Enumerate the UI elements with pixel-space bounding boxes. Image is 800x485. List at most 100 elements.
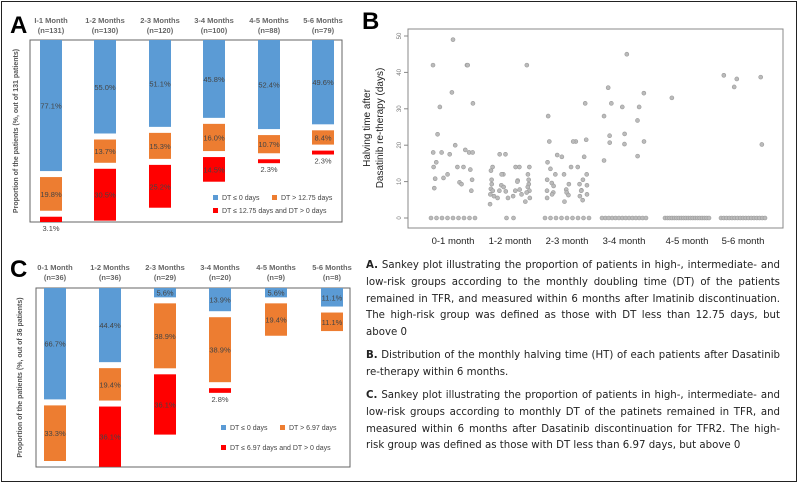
bar-data-label: 55.0% [94,83,116,92]
data-point [428,215,434,221]
bar-segment-low [258,40,280,130]
data-point [635,118,640,123]
column-header: I-1 Month [34,16,68,25]
bar-segment-high [203,157,225,182]
x-tick-label: 4-5 month [666,236,709,247]
bar-segment-low [94,40,116,134]
data-point [601,113,607,119]
bar-segment-high [149,164,171,208]
bar-data-label: 13.9% [209,296,231,305]
data-point [762,215,768,221]
data-point [491,193,497,199]
caption-a-label: A. [366,260,378,271]
data-point [515,179,520,184]
x-tick-label: 5-6 month [722,236,765,247]
bar-segment-intermediate [258,135,280,154]
data-point [731,84,737,90]
bar-segment-high [209,388,231,393]
data-point [519,192,524,197]
bar-segment-intermediate [154,303,176,369]
data-point [497,188,502,193]
data-point [462,147,468,153]
bar-segment-low [209,288,231,312]
data-point [512,188,518,193]
data-point [525,184,531,190]
bar-segment-low [149,40,171,127]
data-point [435,131,440,137]
data-point [439,215,445,221]
bar-segment-intermediate [265,303,287,336]
bar-segment-low [265,288,287,298]
column-n-label: (n=36) [44,273,67,282]
data-point [470,150,475,155]
data-point [575,215,581,221]
data-point [490,164,495,170]
column-n-label: (n=131) [38,26,65,35]
legend-swatch [213,208,218,213]
data-point [561,172,567,177]
data-point [467,215,472,221]
bar-segment-low [321,288,343,307]
column-header: 1-2 Months [90,263,130,272]
data-point [488,168,494,173]
bar-segment-low [312,40,334,125]
data-point [459,181,464,187]
data-point [465,62,471,68]
data-point [544,177,550,183]
x-tick-label: 3-4 month [603,236,646,247]
column-n-label: (n=20) [209,273,232,282]
data-point [527,164,532,170]
data-point [566,181,572,187]
data-point [721,73,727,78]
data-point [583,137,589,143]
panel-letter-a: A [10,12,27,39]
data-point [511,215,516,221]
data-point [564,215,570,221]
bar-segment-low [203,40,225,118]
data-point [584,192,590,197]
data-point [505,195,511,201]
data-point [734,76,740,82]
data-point [551,183,556,189]
plot-area [407,28,784,229]
data-point [545,160,550,165]
data-point [607,140,613,145]
column-n-label: (n=36) [99,273,122,282]
y-axis-label-line1: Halving time after [362,88,373,166]
data-point [501,184,506,190]
data-point [545,113,551,119]
bar-data-label: 36.1% [99,433,121,442]
data-point [636,104,642,110]
column-n-label: (n=100) [201,26,228,35]
bar-segment-high [154,374,176,435]
data-point [605,85,611,90]
bar-segment-low [154,288,176,298]
bar-segment-high [258,159,280,164]
data-point [487,201,493,207]
bar-data-label: 10.7% [258,140,280,149]
bar-data-label: 38.9% [209,346,231,355]
caption-b-text: Distribution of the monthly halving time… [366,350,780,378]
bar-data-label: 14.5% [203,165,225,174]
data-point [582,101,588,106]
bar-segment-intermediate [321,312,343,332]
column-header: 3-4 Months [200,263,240,272]
data-point [624,51,630,57]
bar-data-label: 5.6% [267,289,284,298]
legend-label: DT ≤ 0 days [222,195,260,202]
data-point [432,176,438,181]
data-point [622,131,627,137]
x-tick-label: 0-1 month [432,236,475,247]
bar-data-label: 51.1% [149,79,171,88]
bar-data-label: 2.8% [211,395,228,404]
data-point [497,152,502,157]
data-point [759,142,765,147]
bar-data-label: 36.1% [154,400,176,409]
column-header: 4-5 Months [256,263,296,272]
data-point [706,215,712,221]
data-point [461,215,467,221]
data-point [470,101,476,106]
data-point [472,215,478,221]
data-point [456,215,461,221]
data-point [430,62,436,68]
